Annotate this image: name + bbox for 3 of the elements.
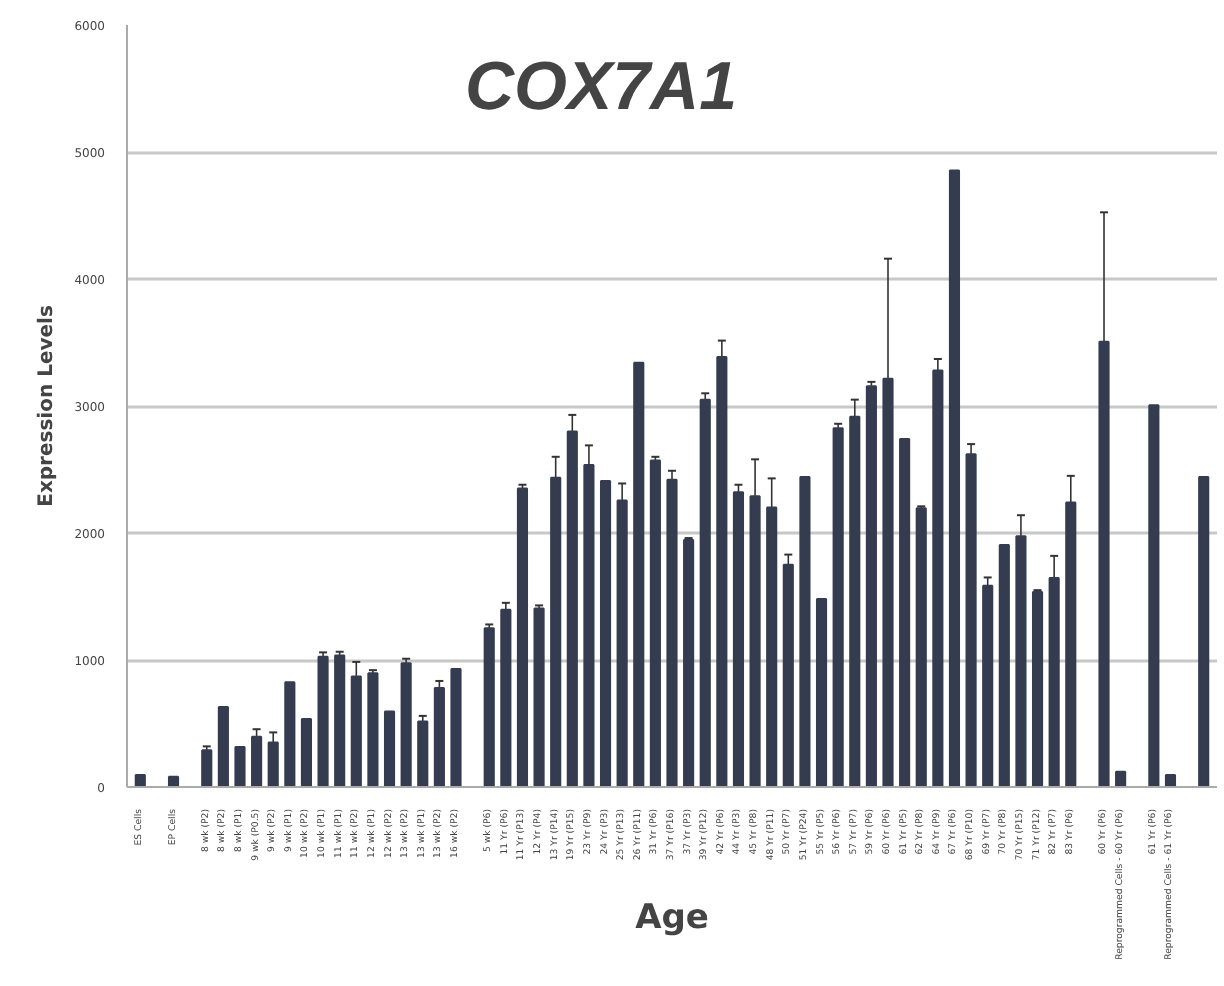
x-axis-title: Age	[635, 897, 709, 938]
y-axis-title: Expression Levels	[36, 305, 59, 507]
chart-title: COX7A1	[464, 49, 738, 125]
